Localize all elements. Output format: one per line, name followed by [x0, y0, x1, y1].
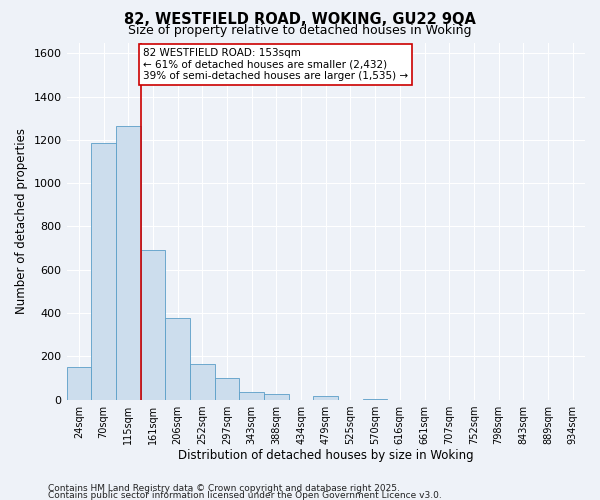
Bar — [190, 364, 215, 400]
X-axis label: Distribution of detached houses by size in Woking: Distribution of detached houses by size … — [178, 450, 473, 462]
Y-axis label: Number of detached properties: Number of detached properties — [15, 128, 28, 314]
Text: Contains public sector information licensed under the Open Government Licence v3: Contains public sector information licen… — [48, 491, 442, 500]
Text: 82, WESTFIELD ROAD, WOKING, GU22 9QA: 82, WESTFIELD ROAD, WOKING, GU22 9QA — [124, 12, 476, 28]
Text: Size of property relative to detached houses in Woking: Size of property relative to detached ho… — [128, 24, 472, 37]
Text: 82 WESTFIELD ROAD: 153sqm
← 61% of detached houses are smaller (2,432)
39% of se: 82 WESTFIELD ROAD: 153sqm ← 61% of detac… — [143, 48, 408, 81]
Bar — [363, 398, 388, 400]
Bar — [215, 378, 239, 400]
Bar — [67, 367, 91, 400]
Text: Contains HM Land Registry data © Crown copyright and database right 2025.: Contains HM Land Registry data © Crown c… — [48, 484, 400, 493]
Bar — [140, 250, 165, 400]
Bar — [91, 143, 116, 400]
Bar — [313, 396, 338, 400]
Bar — [264, 394, 289, 400]
Bar — [165, 318, 190, 400]
Bar — [239, 392, 264, 400]
Bar — [116, 126, 140, 400]
